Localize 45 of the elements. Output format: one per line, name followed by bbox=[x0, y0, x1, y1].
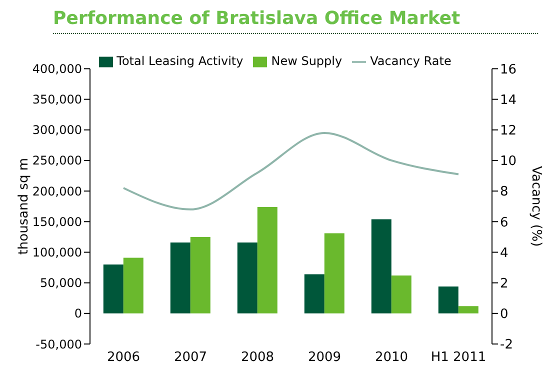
y-tick-label: 350,000 bbox=[32, 92, 82, 107]
y-tick-label: 50,000 bbox=[40, 276, 82, 290]
bar bbox=[438, 286, 458, 314]
bar bbox=[324, 233, 344, 314]
x-tick-label: 2006 bbox=[106, 350, 140, 366]
y2-tick-label: 16 bbox=[500, 62, 517, 78]
y2-tick-label: -2 bbox=[500, 338, 513, 353]
y-tick-label: 0 bbox=[74, 306, 82, 321]
bar bbox=[190, 236, 210, 314]
bar bbox=[123, 258, 144, 314]
bar bbox=[237, 242, 258, 314]
legend-label: New Supply bbox=[271, 54, 342, 68]
bar bbox=[170, 242, 190, 314]
bar bbox=[371, 219, 392, 314]
y-tick-label: 250,000 bbox=[32, 154, 82, 168]
y-tick-label: 150,000 bbox=[32, 214, 82, 229]
y2-tick-label: 2 bbox=[500, 276, 508, 292]
x-tick-label: 2008 bbox=[240, 350, 274, 366]
x-tick-label: 2010 bbox=[374, 350, 408, 366]
y2-tick-label: 0 bbox=[500, 307, 508, 322]
x-tick-label: 2009 bbox=[308, 350, 342, 366]
y-tick-label: 100,000 bbox=[32, 246, 82, 260]
chart-title: Performance of Bratislava Office Market bbox=[53, 8, 462, 29]
bar bbox=[304, 274, 324, 314]
y2-tick-label: 10 bbox=[500, 154, 517, 170]
line-series bbox=[122, 132, 460, 210]
y-tick-label: 300,000 bbox=[32, 123, 82, 138]
y-axis-title: thousand sq m bbox=[16, 158, 32, 255]
y2-tick-label: 4 bbox=[500, 246, 508, 261]
legend-label: Total Leasing Activity bbox=[116, 54, 244, 68]
bar bbox=[103, 264, 124, 314]
y2-tick-label: 6 bbox=[500, 215, 508, 230]
y-tick-label: 400,000 bbox=[32, 62, 82, 76]
y2-tick-label: 8 bbox=[500, 184, 508, 200]
x-tick-label: H1 2011 bbox=[430, 350, 486, 366]
legend-label: Vacancy Rate bbox=[370, 54, 452, 68]
y2-axis-title: Vacancy (%) bbox=[528, 166, 544, 247]
x-tick-label: 2007 bbox=[174, 350, 208, 366]
y2-tick-label: 14 bbox=[500, 92, 517, 108]
bar bbox=[458, 306, 478, 314]
y-tick-label: -50,000 bbox=[36, 337, 82, 352]
bar bbox=[257, 206, 278, 314]
bar bbox=[391, 275, 412, 314]
y-tick-label: 200,000 bbox=[32, 184, 82, 198]
y2-tick-label: 12 bbox=[500, 124, 517, 139]
